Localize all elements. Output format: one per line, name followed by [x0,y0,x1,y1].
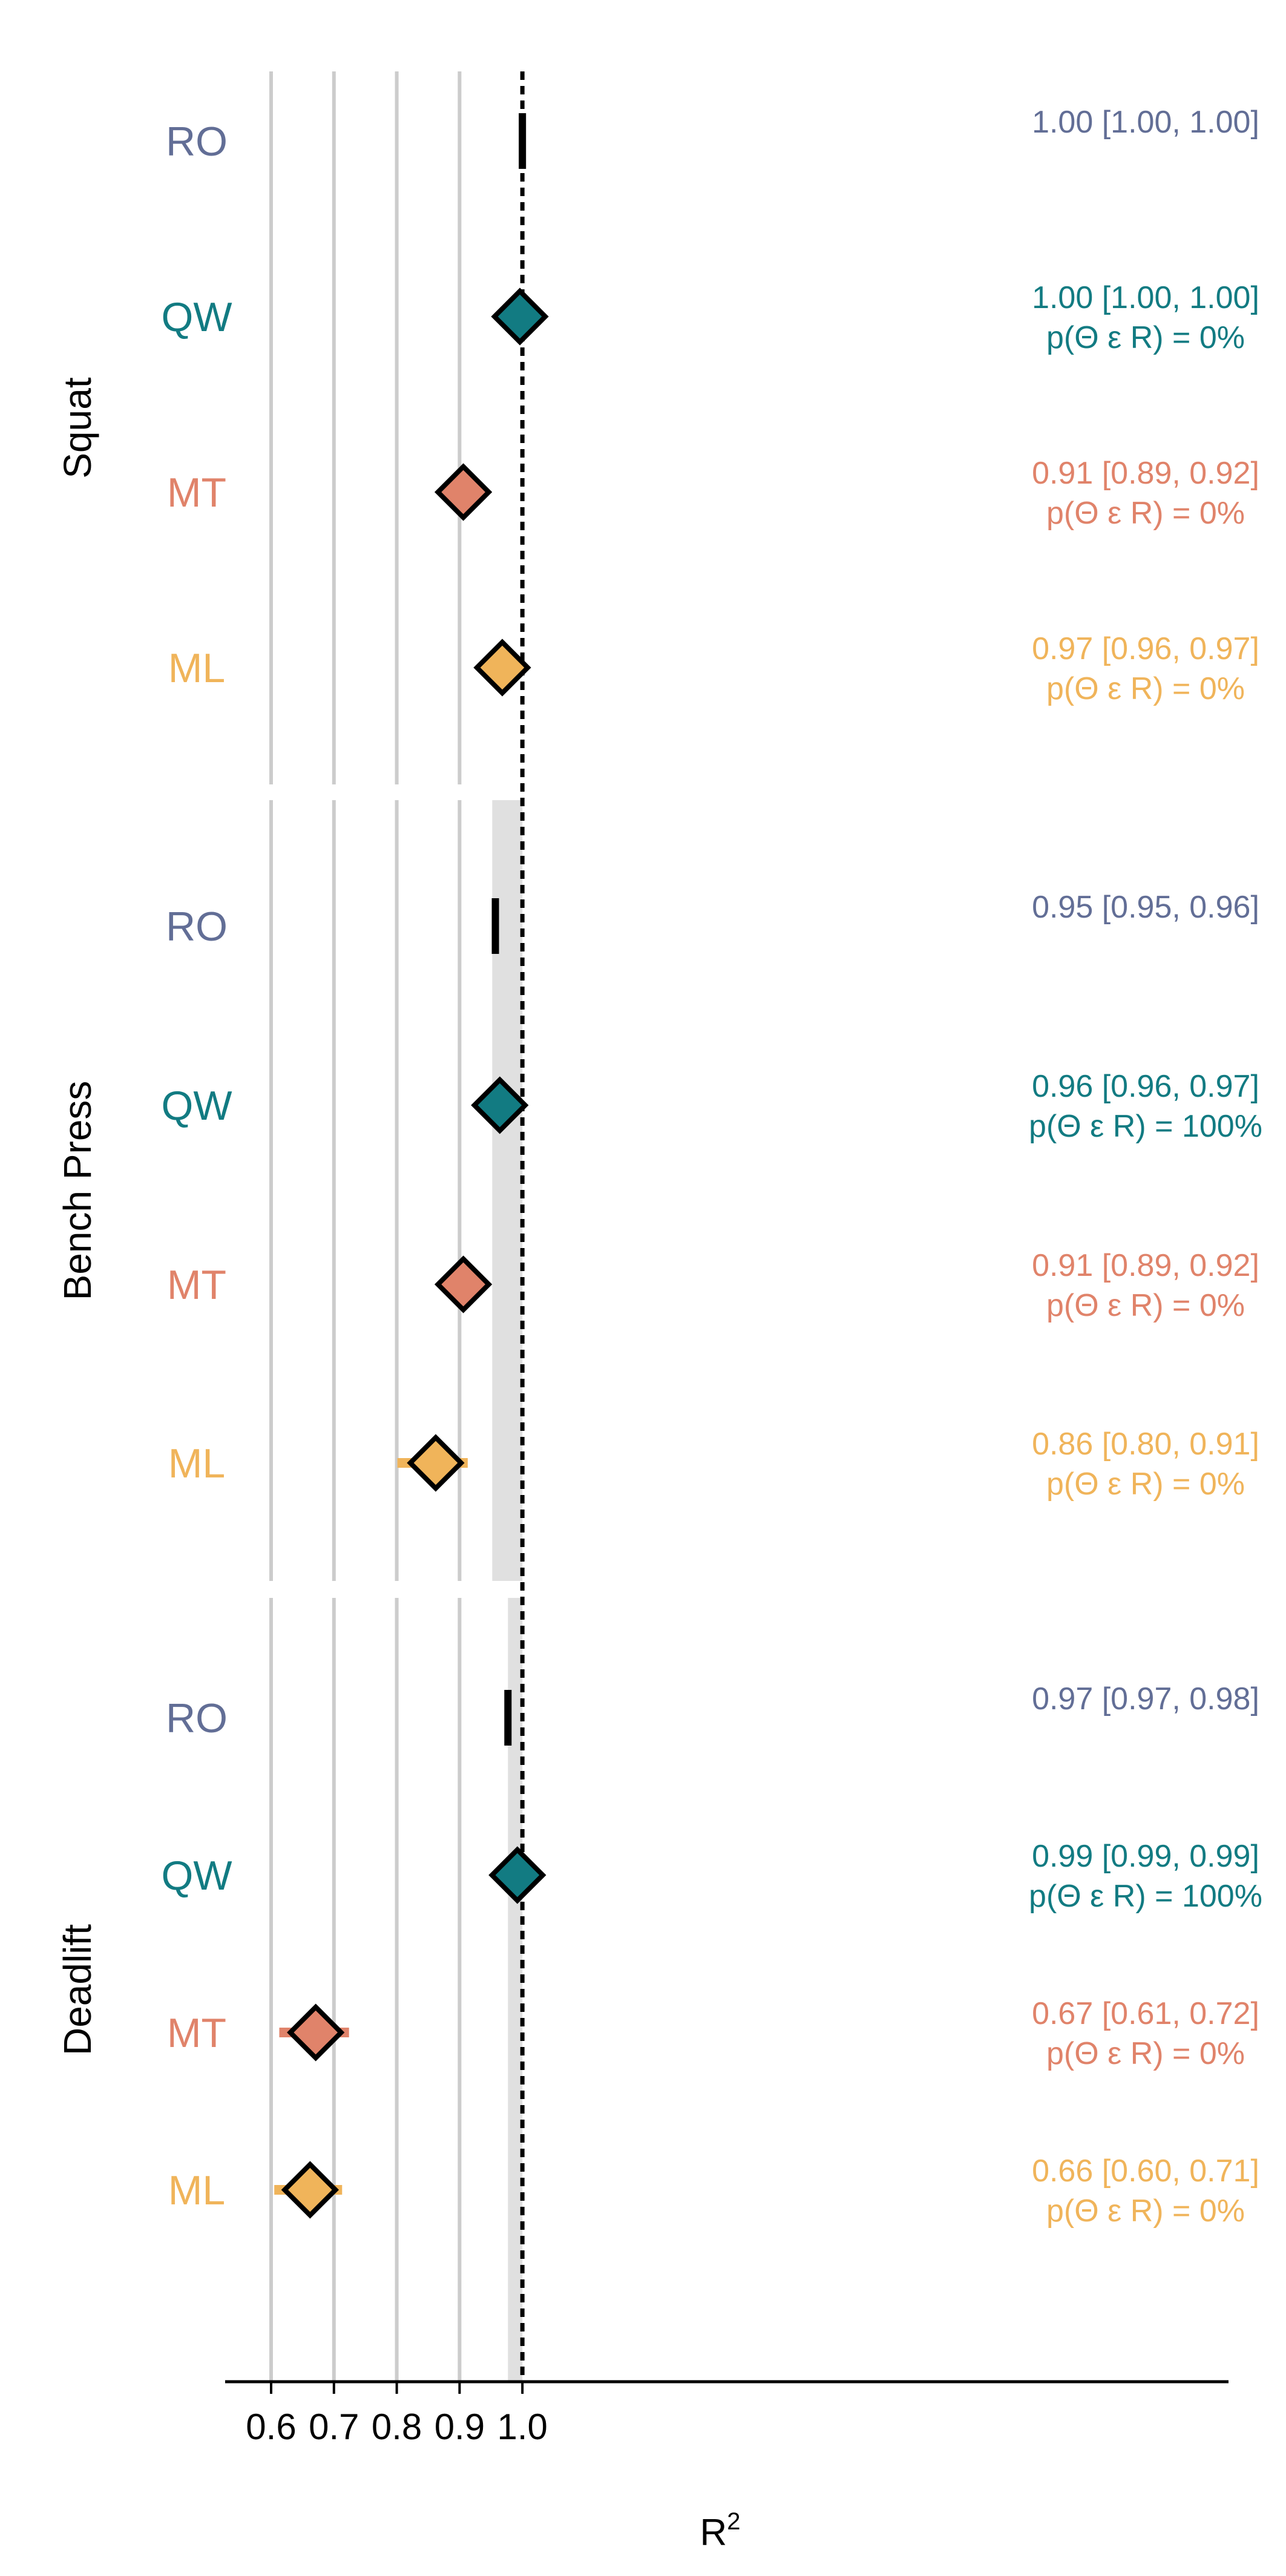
estimate-label-deadlift-mt: 0.67 [0.61, 0.72] [1032,1996,1259,2031]
estimate-label-bench-press-ro: 0.95 [0.95, 0.96] [1032,890,1259,925]
probability-label-deadlift-ml: p(Θ ε R) = 0% [1046,2193,1245,2229]
probability-label-squat-mt: p(Θ ε R) = 0% [1046,496,1245,531]
estimate-label-deadlift-ro: 0.97 [0.97, 0.98] [1032,1681,1259,1717]
method-label-deadlift-mt: MT [167,2010,226,2056]
estimate-label-squat-ml: 0.97 [0.96, 0.97] [1032,631,1259,666]
x-tick-label-0.9: 0.9 [435,2407,485,2447]
estimate-label-squat-qw: 1.00 [1.00, 1.00] [1032,280,1259,315]
point-diamond-bench-press-mt [434,1255,493,1313]
point-diamond-bench-press-qw [471,1076,529,1134]
estimate-label-deadlift-ml: 0.66 [0.60, 0.71] [1032,2154,1259,2189]
estimate-label-squat-ro: 1.00 [1.00, 1.00] [1032,105,1259,140]
probability-label-bench-press-ml: p(Θ ε R) = 0% [1046,1467,1245,1502]
estimate-label-deadlift-qw: 0.99 [0.99, 0.99] [1032,1839,1259,1874]
method-label-squat-qw: QW [161,294,232,340]
x-axis-label-base: R [700,2512,727,2554]
method-label-deadlift-ro: RO [166,1695,228,1741]
text-layer: Squat RO 1.00 [1.00, 1.00] QW 1.00 [1.00, 1.… [56,105,1262,2229]
probability-label-deadlift-mt: p(Θ ε R) = 0% [1046,2036,1245,2071]
x-tick-label-1.0: 1.0 [497,2407,547,2447]
method-label-squat-ro: RO [166,119,228,165]
point-diamond-squat-qw [491,288,549,346]
grid-layer [269,71,462,2382]
panel-label-squat: Squat [56,377,99,478]
estimate-label-bench-press-ml: 0.86 [0.80, 0.91] [1032,1427,1259,1462]
method-label-deadlift-qw: QW [161,1853,232,1899]
method-label-bench-press-ro: RO [166,904,228,950]
method-label-deadlift-ml: ML [168,2167,225,2213]
estimate-label-bench-press-mt: 0.91 [0.89, 0.92] [1032,1248,1259,1283]
method-label-bench-press-ml: ML [168,1441,225,1487]
point-diamond-deadlift-ml [281,2161,340,2219]
x-axis: 0.6 0.7 0.8 0.9 1.0 R2 [225,2380,1229,2554]
point-diamond-deadlift-mt [287,2003,345,2062]
rope-band-deadlift [508,1598,523,2382]
marks-layer [274,113,549,2219]
probability-label-bench-press-qw: p(Θ ε R) = 100% [1029,1109,1262,1144]
x-ticks: 0.6 0.7 0.8 0.9 1.0 [246,2382,548,2447]
rope-layer [492,800,523,2382]
point-diamond-squat-mt [434,463,493,521]
x-axis-label: R2 [700,2508,740,2554]
method-label-squat-ml: ML [168,645,225,691]
point-diamond-deadlift-qw [488,1846,546,1904]
x-tick-label-0.6: 0.6 [246,2407,296,2447]
probability-label-squat-qw: p(Θ ε R) = 0% [1046,320,1245,355]
x-tick-label-0.7: 0.7 [309,2407,359,2447]
probability-label-deadlift-qw: p(Θ ε R) = 100% [1029,1879,1262,1914]
x-tick-label-0.8: 0.8 [372,2407,422,2447]
probability-label-bench-press-mt: p(Θ ε R) = 0% [1046,1288,1245,1323]
panel-label-bench-press: Bench Press [56,1081,99,1301]
method-label-bench-press-qw: QW [161,1083,232,1129]
panel-label-deadlift: Deadlift [56,1924,99,2055]
x-axis-label-superscript: 2 [727,2508,740,2535]
point-diamond-squat-ml [473,639,531,697]
point-diamond-bench-press-ml [407,1434,465,1492]
method-label-squat-mt: MT [167,470,226,516]
probability-label-squat-ml: p(Θ ε R) = 0% [1046,671,1245,706]
estimate-label-bench-press-qw: 0.96 [0.96, 0.97] [1032,1069,1259,1104]
estimate-label-squat-mt: 0.91 [0.89, 0.92] [1032,456,1259,491]
method-label-bench-press-mt: MT [167,1262,226,1308]
